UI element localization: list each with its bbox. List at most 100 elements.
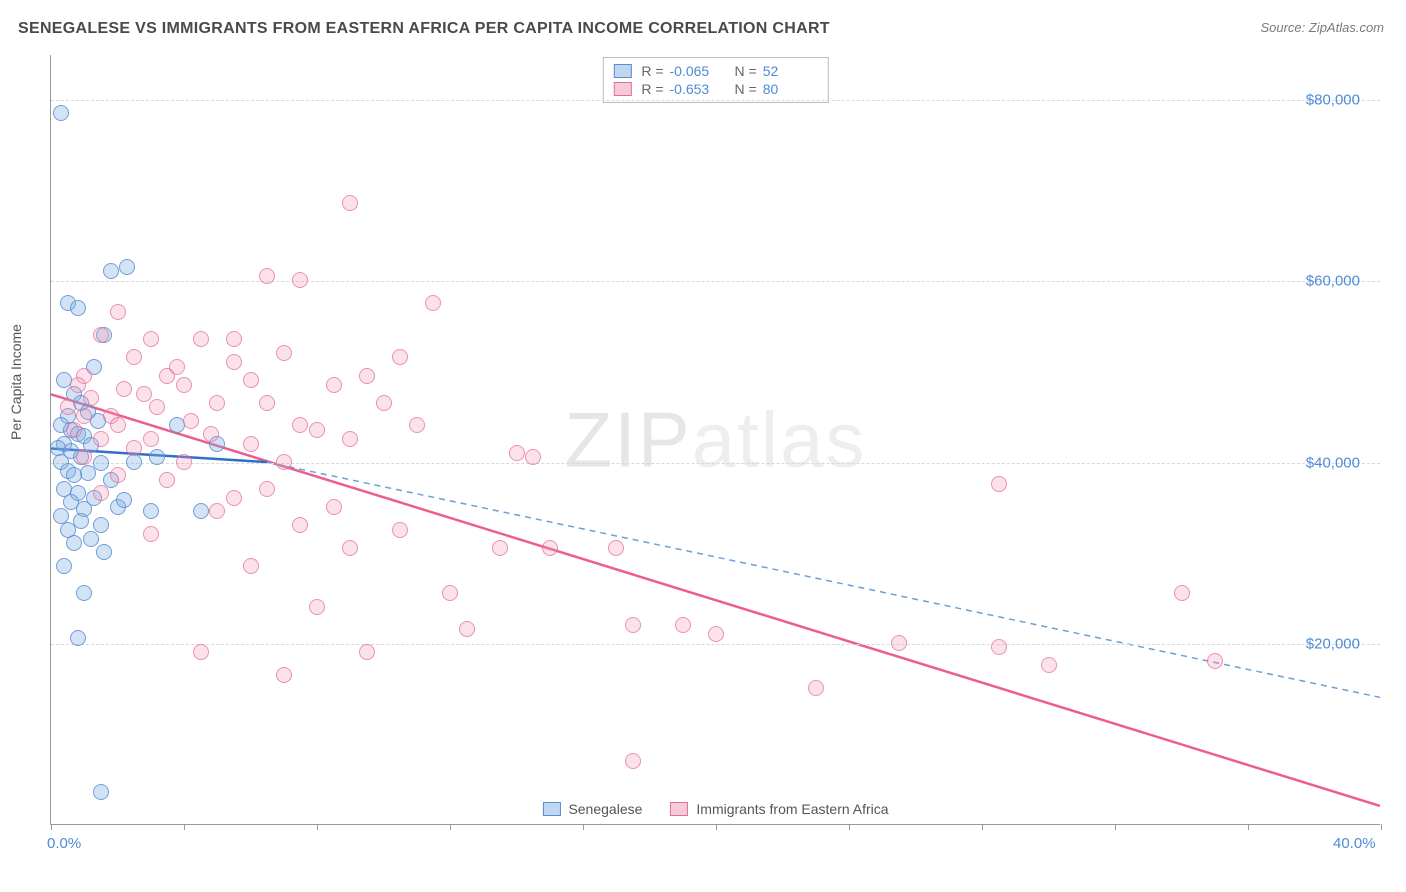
scatter-point	[119, 259, 135, 275]
scatter-point	[193, 503, 209, 519]
source-attribution: Source: ZipAtlas.com	[1260, 20, 1384, 35]
y-axis-label: Per Capita Income	[8, 324, 24, 440]
scatter-point	[326, 499, 342, 515]
scatter-point	[143, 431, 159, 447]
scatter-point	[169, 359, 185, 375]
scatter-point	[143, 503, 159, 519]
scatter-point	[342, 540, 358, 556]
scatter-point	[276, 454, 292, 470]
scatter-point	[93, 517, 109, 533]
scatter-point	[276, 667, 292, 683]
x-tick	[184, 824, 185, 830]
scatter-point	[243, 436, 259, 452]
scatter-point	[359, 644, 375, 660]
x-tick	[1248, 824, 1249, 830]
scatter-point	[93, 327, 109, 343]
scatter-point	[1207, 653, 1223, 669]
scatter-point	[309, 422, 325, 438]
scatter-point	[93, 485, 109, 501]
scatter-point	[708, 626, 724, 642]
scatter-point	[276, 345, 292, 361]
scatter-point	[60, 399, 76, 415]
scatter-point	[76, 408, 92, 424]
scatter-point	[392, 522, 408, 538]
x-tick	[982, 824, 983, 830]
scatter-point	[509, 445, 525, 461]
scatter-point	[243, 558, 259, 574]
scatter-point	[259, 395, 275, 411]
scatter-point	[96, 544, 112, 560]
watermark-bold: ZIP	[564, 395, 691, 483]
scatter-point	[226, 354, 242, 370]
scatter-point	[991, 476, 1007, 492]
scatter-point	[409, 417, 425, 433]
legend-item-pink: Immigrants from Eastern Africa	[670, 801, 888, 817]
x-tick-label: 40.0%	[1333, 835, 1376, 852]
scatter-point	[625, 617, 641, 633]
scatter-point	[83, 531, 99, 547]
scatter-point	[309, 599, 325, 615]
x-tick	[716, 824, 717, 830]
stat-r-pink: -0.653	[670, 81, 725, 97]
x-tick	[450, 824, 451, 830]
scatter-point	[359, 368, 375, 384]
stat-n-pink: 80	[763, 81, 818, 97]
x-tick	[1115, 824, 1116, 830]
watermark-thin: atlas	[692, 395, 867, 483]
scatter-point	[126, 440, 142, 456]
scatter-point	[149, 399, 165, 415]
legend-label-pink: Immigrants from Eastern Africa	[696, 801, 888, 817]
scatter-point	[193, 331, 209, 347]
scatter-point	[66, 422, 82, 438]
scatter-point	[209, 503, 225, 519]
scatter-point	[259, 481, 275, 497]
scatter-point	[143, 331, 159, 347]
scatter-point	[442, 585, 458, 601]
x-tick	[317, 824, 318, 830]
y-tick-label: $40,000	[1306, 454, 1360, 471]
y-tick-label: $20,000	[1306, 635, 1360, 652]
swatch-pink-icon	[670, 802, 688, 816]
scatter-point	[425, 295, 441, 311]
gridline	[51, 463, 1380, 464]
scatter-point	[342, 431, 358, 447]
stat-r-label: R =	[641, 63, 663, 79]
x-tick	[849, 824, 850, 830]
scatter-point	[83, 390, 99, 406]
scatter-point	[209, 395, 225, 411]
scatter-point	[73, 513, 89, 529]
scatter-point	[259, 268, 275, 284]
stat-n-label: N =	[735, 63, 757, 79]
scatter-point	[542, 540, 558, 556]
scatter-point	[525, 449, 541, 465]
scatter-point	[143, 526, 159, 542]
scatter-point	[93, 455, 109, 471]
legend-label-blue: Senegalese	[568, 801, 642, 817]
scatter-point	[103, 263, 119, 279]
x-tick	[583, 824, 584, 830]
scatter-point	[149, 449, 165, 465]
scatter-point	[342, 195, 358, 211]
scatter-point	[183, 413, 199, 429]
scatter-point	[136, 386, 152, 402]
scatter-point	[991, 639, 1007, 655]
scatter-point	[608, 540, 624, 556]
scatter-point	[116, 492, 132, 508]
scatter-point	[292, 417, 308, 433]
scatter-point	[193, 644, 209, 660]
scatter-point	[70, 630, 86, 646]
scatter-point	[376, 395, 392, 411]
scatter-point	[625, 753, 641, 769]
stats-row-blue: R = -0.065 N = 52	[613, 62, 817, 80]
stats-row-pink: R = -0.653 N = 80	[613, 80, 817, 98]
swatch-blue-icon	[542, 802, 560, 816]
scatter-point	[492, 540, 508, 556]
scatter-point	[110, 304, 126, 320]
bottom-legend: Senegalese Immigrants from Eastern Afric…	[536, 799, 894, 819]
scatter-point	[93, 431, 109, 447]
scatter-point	[53, 105, 69, 121]
stat-n-label: N =	[735, 81, 757, 97]
scatter-point	[159, 472, 175, 488]
chart-title: SENEGALESE VS IMMIGRANTS FROM EASTERN AF…	[18, 20, 830, 38]
scatter-point	[203, 426, 219, 442]
